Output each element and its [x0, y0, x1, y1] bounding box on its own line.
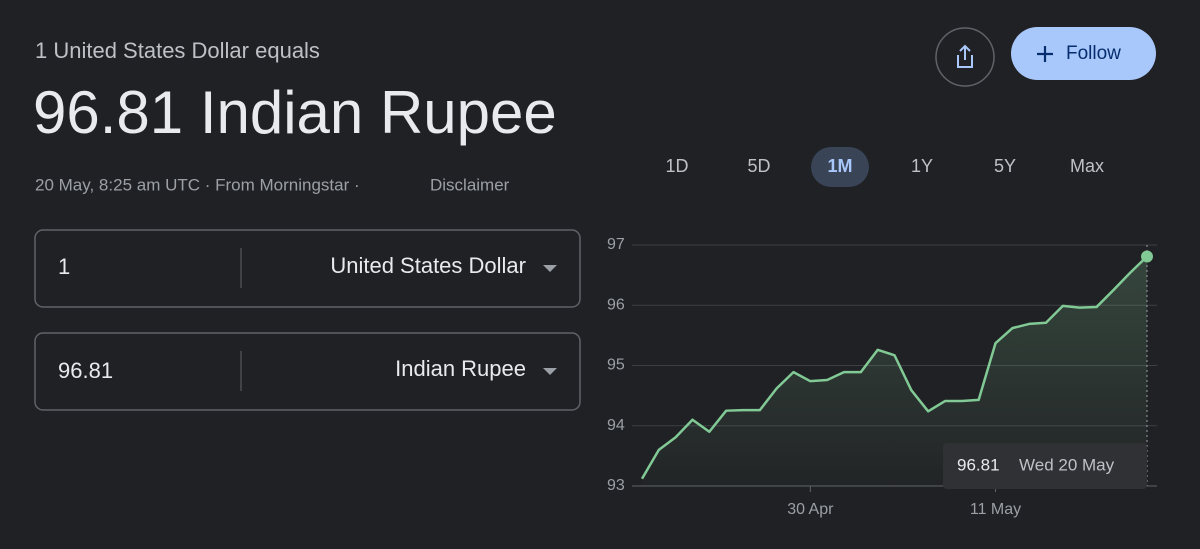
y-tick-label: 95: [607, 357, 625, 374]
dropdown-arrow: [543, 265, 557, 272]
tooltip-date: Wed 20 May: [1019, 455, 1115, 474]
label: 1 United States Dollar equals: [35, 38, 320, 63]
y-tick-label: 93: [607, 477, 625, 494]
y-tick-label: 96: [607, 296, 625, 313]
follow-bg: [1011, 27, 1156, 80]
range-tabs: 1D 5D 1M 1Y 5Y Max: [665, 147, 1104, 187]
dropdown-arrow: [543, 368, 557, 375]
to-input[interactable]: 96.81 Indian Rupee: [34, 332, 581, 411]
amount: 96.81: [58, 358, 113, 383]
tooltip-value: 96.81: [957, 455, 1000, 474]
selected-pill: [811, 147, 869, 187]
area: [642, 256, 1147, 486]
range-label: 1D: [665, 156, 688, 176]
chart: 93 94 95 96 97 30 Apr 11 May 96.81 Wed 20 May: [607, 236, 1157, 518]
x-tick-label: 11 May: [970, 501, 1021, 518]
range-tab[interactable]: 1M: [811, 147, 869, 187]
follow-button[interactable]: Follow: [1011, 27, 1156, 80]
follow-label: Follow: [1066, 43, 1121, 64]
y-tick-label: 97: [607, 236, 625, 253]
amount: 1: [58, 254, 70, 279]
range-tab[interactable]: Max: [1070, 156, 1104, 176]
tooltip: 96.81 Wed 20 May: [943, 443, 1147, 489]
result: 96.81 Indian Rupee: [33, 79, 557, 146]
share-icon: [957, 44, 973, 68]
range-label: Max: [1070, 156, 1104, 176]
from-input[interactable]: 1 United States Dollar: [34, 229, 581, 308]
input-box: [34, 229, 581, 308]
range-tab[interactable]: 1D: [665, 156, 688, 176]
x-tick-label: 30 Apr: [787, 501, 834, 518]
range-tab[interactable]: 5Y: [994, 156, 1016, 176]
range-label: 1M: [827, 156, 852, 176]
line: [640, 255, 1148, 480]
y-tick-label: 94: [607, 417, 625, 434]
disclaimer-link[interactable]: Disclaimer: [430, 175, 510, 194]
timestamp: 20 May, 8:25 am UTC · From Morningstar ·: [35, 175, 360, 194]
range-label: 1Y: [911, 156, 933, 176]
currency: Indian Rupee: [395, 356, 526, 381]
plus-icon: [1037, 46, 1053, 62]
range-label: 5Y: [994, 156, 1016, 176]
range-tab[interactable]: 5D: [747, 156, 770, 176]
range-tab[interactable]: 1Y: [911, 156, 933, 176]
share-circle: [935, 27, 995, 87]
input-box: [34, 332, 581, 411]
currency: United States Dollar: [330, 253, 526, 278]
tooltip-bg: [943, 443, 1147, 489]
end-dot: [1141, 250, 1153, 263]
share-button[interactable]: [935, 27, 995, 87]
range-label: 5D: [747, 156, 770, 176]
